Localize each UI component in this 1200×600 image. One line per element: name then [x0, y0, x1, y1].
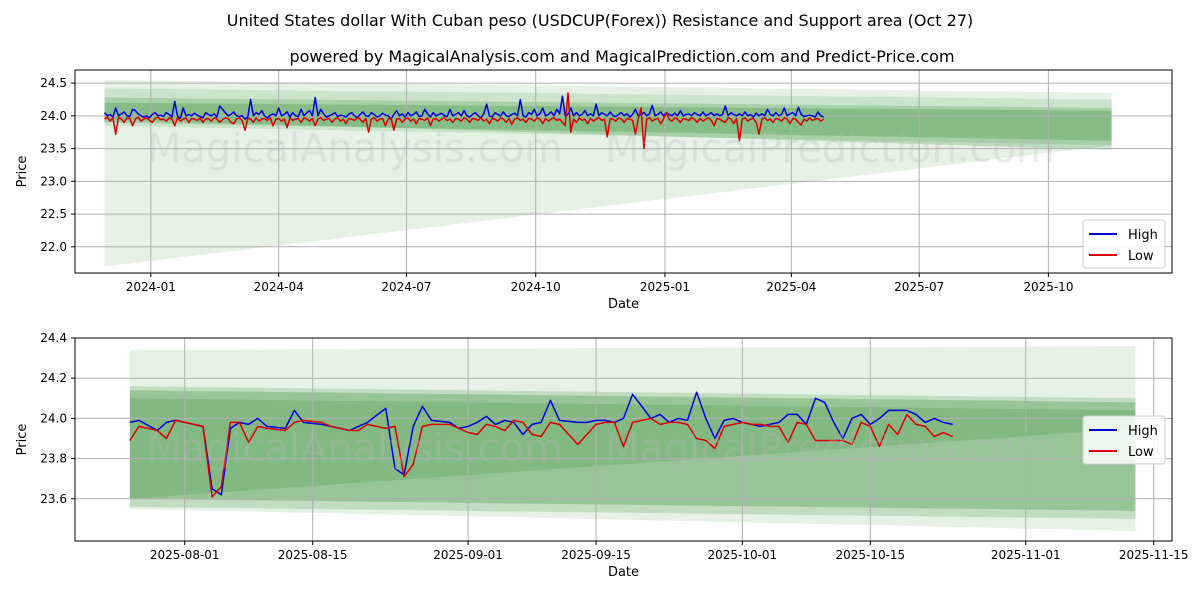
top-x-tick-label: 2024-04 — [254, 280, 304, 294]
top-x-tick-label: 2024-10 — [511, 280, 561, 294]
bottom-x-tick-label: 2025-08-15 — [278, 548, 348, 562]
top-chart-panel: MagicalAnalysis.com MagicalPrediction.com… — [15, 69, 1173, 312]
top-y-axis-label: Price — [15, 156, 30, 188]
bottom-y-tick-label: 23.6 — [40, 492, 67, 506]
bottom-x-axis-label: Date — [608, 565, 639, 580]
watermark-text: MagicalAnalysis.com — [147, 426, 563, 472]
bottom-x-tick-label: 2025-09-15 — [561, 548, 631, 562]
bottom-support-resistance-band — [129, 390, 1136, 511]
top-x-tick-label: 2025-10 — [1023, 280, 1073, 294]
top-support-resistance-band — [104, 97, 1112, 150]
bottom-y-tick-label: 24.4 — [40, 331, 67, 345]
bottom-support-resistance-band — [129, 346, 1136, 531]
watermark-text: MagicalAnalysis.com — [147, 126, 563, 172]
bottom-x-tick-label: 2025-10-01 — [707, 548, 777, 562]
bottom-x-tick-label: 2025-11-01 — [991, 548, 1061, 562]
top-x-axis-label: Date — [608, 297, 639, 312]
bottom-series-high-line — [129, 391, 953, 496]
top-axes-frame — [74, 69, 1173, 274]
bottom-x-tick-label: 2025-11-15 — [1119, 548, 1189, 562]
bottom-y-tick-label: 23.8 — [40, 452, 67, 466]
top-y-tick-label: 24.5 — [40, 76, 67, 90]
bottom-y-tick-label: 24.0 — [40, 411, 67, 425]
bottom-support-resistance-band — [129, 386, 1136, 519]
top-series-high-line — [103, 95, 825, 120]
top-x-tick-label: 2025-07 — [894, 280, 944, 294]
bottom-x-tick-label: 2025-08-01 — [150, 548, 220, 562]
top-y-tick-label: 23.0 — [40, 174, 67, 188]
top-x-tick-label: 2024-01 — [126, 280, 176, 294]
watermark-text: MagicalPrediction.com — [605, 426, 1055, 472]
top-legend: High Low — [1082, 219, 1166, 269]
top-x-tick-label: 2024-07 — [381, 280, 431, 294]
bottom-x-tick-label: 2025-10-15 — [835, 548, 905, 562]
bottom-plot-area — [75, 338, 1172, 541]
chart-subtitle: powered by MagicalAnalysis.com and Magic… — [289, 47, 954, 66]
legend-label-high: High — [1128, 424, 1158, 439]
top-y-tick-label: 22.5 — [40, 207, 67, 221]
top-x-tick-label: 2025-01 — [640, 280, 690, 294]
top-y-tick-label: 22.0 — [40, 240, 67, 254]
bottom-x-tick-label: 2025-09-01 — [433, 548, 503, 562]
top-support-resistance-band — [104, 79, 1112, 267]
watermark-text: MagicalPrediction.com — [605, 126, 1055, 172]
chart-title: United States dollar With Cuban peso (US… — [227, 11, 974, 30]
legend-label-high: High — [1128, 228, 1158, 243]
legend-label-low: Low — [1128, 445, 1154, 460]
bottom-series-low-line — [129, 413, 953, 498]
bottom-support-resistance-band — [129, 398, 1136, 499]
top-series-low-line — [104, 92, 825, 150]
top-y-tick-label: 23.5 — [40, 142, 67, 156]
top-support-resistance-band — [104, 88, 1112, 146]
bottom-y-axis-label: Price — [15, 424, 30, 456]
bottom-chart-panel: MagicalAnalysis.com MagicalPrediction.com… — [15, 331, 1189, 580]
bottom-axes-frame — [74, 337, 1173, 542]
top-y-tick-label: 24.0 — [40, 109, 67, 123]
top-support-resistance-band — [104, 102, 1112, 141]
legend-label-low: Low — [1128, 249, 1154, 264]
top-x-tick-label: 2025-04 — [766, 280, 816, 294]
bottom-y-tick-label: 24.2 — [40, 371, 67, 385]
bottom-legend: High Low — [1082, 415, 1166, 465]
top-plot-area — [75, 70, 1172, 273]
